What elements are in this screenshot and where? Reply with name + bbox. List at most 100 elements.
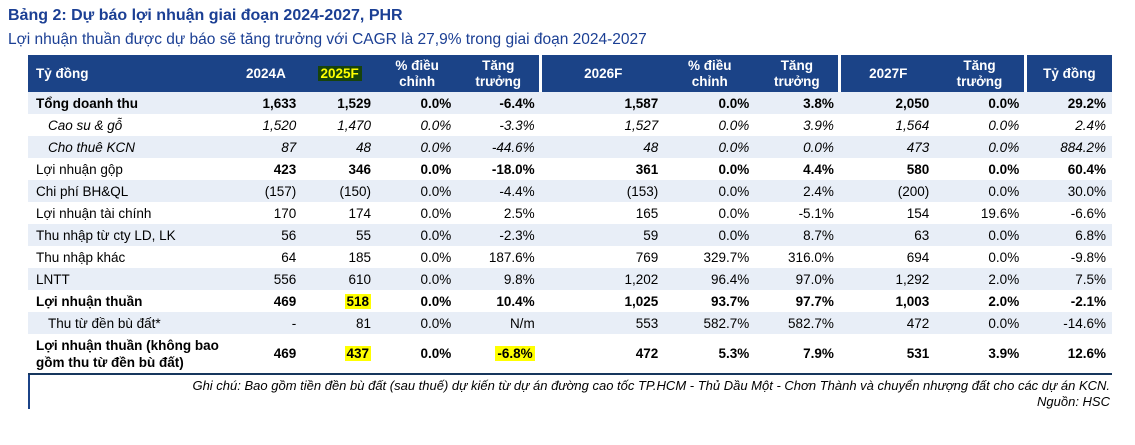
row-label: Tổng doanh thu <box>36 95 138 111</box>
cell: 0.0% <box>718 183 750 199</box>
cell: 0.0% <box>420 205 452 221</box>
cell: 0.0% <box>988 117 1020 133</box>
cell: 93.7% <box>711 293 750 309</box>
cell: 0.0% <box>718 161 750 177</box>
cell: 531 <box>839 334 936 376</box>
cell: 2.4% <box>803 183 834 199</box>
cell: 1,470 <box>337 117 372 133</box>
cell: 154 <box>906 205 930 221</box>
cell: 0.0% <box>420 271 452 287</box>
cell: 87 <box>281 139 297 155</box>
cell: 4.4% <box>803 161 834 177</box>
cell: 60.4% <box>1067 161 1106 177</box>
table-header-row: Tỷ đồng 2024A 2025F % điều chỉnh Tăng trưởng… <box>28 55 1112 93</box>
cell: 0.0% <box>718 95 750 111</box>
cell: 7.9% <box>755 334 840 376</box>
forecast-table: Tỷ đồng 2024A 2025F % điều chỉnh Tăng trưởng… <box>28 55 1112 376</box>
cell: 518 <box>302 290 377 312</box>
column-header: 2024A <box>229 55 303 93</box>
cell: -3.3% <box>499 117 535 133</box>
cell: 556 <box>273 271 297 287</box>
row-label: Lợi nhuận thuần (không bao gồm thu từ đề… <box>28 334 230 376</box>
column-header: Tăng trưởng <box>935 55 1026 93</box>
row-label: Lợi nhuận tài chính <box>36 205 152 221</box>
cell: 469 <box>229 334 303 376</box>
cell: 48 <box>643 139 659 155</box>
cell: 1,633 <box>262 95 297 111</box>
cell: 0.0% <box>988 249 1020 265</box>
cell: 174 <box>348 205 372 221</box>
cell: 7.5% <box>1075 271 1106 287</box>
cell: 97.7% <box>795 293 834 309</box>
cell: 2.0% <box>988 271 1020 287</box>
cell: 884.2% <box>1060 139 1106 155</box>
cell: 0.0% <box>420 315 452 331</box>
cell: 56 <box>281 227 297 243</box>
cell: -6.4% <box>499 95 535 111</box>
cell: 64 <box>281 249 297 265</box>
cell: 3.8% <box>803 95 834 111</box>
cell: 346 <box>348 161 372 177</box>
page-title: Bảng 2: Dự báo lợi nhuận giai đoạn 2024-… <box>8 7 403 24</box>
cell: 0.0% <box>420 117 452 133</box>
cell: -4.4% <box>499 183 535 199</box>
cell: 0.0% <box>988 161 1020 177</box>
row-label: Thu nhập khác <box>36 249 126 265</box>
cell: (153) <box>626 183 659 199</box>
column-header: Tỷ đồng <box>28 55 230 93</box>
cell: 0.0% <box>988 95 1020 111</box>
cell: 8.7% <box>803 227 834 243</box>
column-header: Tăng trưởng <box>755 55 840 93</box>
cell: 0.0% <box>803 139 834 155</box>
cell: 0.0% <box>420 227 452 243</box>
cell: (150) <box>339 183 372 199</box>
table-source: Nguồn: HSC <box>1037 394 1110 410</box>
cell: 0.0% <box>718 205 750 221</box>
highlighted-value: -6.8% <box>495 346 535 362</box>
cell: 329.7% <box>703 249 750 265</box>
cell: 469 <box>273 293 297 309</box>
cell: 1,025 <box>624 293 659 309</box>
table-footnote: Ghi chú: Bao gồm tiền đền bù đất (sau th… <box>192 378 1110 394</box>
cell: 187.6% <box>488 249 535 265</box>
row-label: LNTT <box>36 271 70 287</box>
cell: 170 <box>273 205 297 221</box>
cell: 0.0% <box>988 227 1020 243</box>
highlighted-value: 437 <box>344 346 372 362</box>
cell: 10.4% <box>496 293 535 309</box>
cell: 472 <box>906 315 930 331</box>
cell: 12.6% <box>1025 334 1112 376</box>
cell: 553 <box>635 315 659 331</box>
header-highlight: 2025F <box>317 65 362 81</box>
column-header: 2026F <box>539 55 665 93</box>
cell: 316.0% <box>788 249 834 265</box>
cell: 472 <box>540 334 665 376</box>
cell: 610 <box>348 271 372 287</box>
cell: 55 <box>356 227 372 243</box>
cell: -5.1% <box>798 205 834 221</box>
table-row: Lợi nhuận thuần 469 518 0.0% 10.4% 1,025 93.7%… <box>28 290 1112 312</box>
column-header-highlighted: 2025F <box>302 55 378 93</box>
cell: 63 <box>914 227 930 243</box>
cell: 580 <box>906 161 930 177</box>
cell: 1,527 <box>624 117 659 133</box>
row-label: Thu nhập từ cty LD, LK <box>36 227 176 243</box>
cell: 96.4% <box>711 271 750 287</box>
cell: (200) <box>897 183 930 199</box>
column-header: % điều chỉnh <box>377 55 458 93</box>
cell: 30.0% <box>1067 183 1106 199</box>
row-label: Lợi nhuận thuần <box>36 293 143 309</box>
row-label: Cho thuê KCN <box>48 139 136 155</box>
highlighted-value: 518 <box>344 293 372 309</box>
cell: -2.3% <box>499 227 535 243</box>
cell: 769 <box>635 249 659 265</box>
cell: 0.0% <box>718 117 750 133</box>
cell: -44.6% <box>491 139 535 155</box>
table-row: Chi phí BH&QL (157) (150) 0.0% -4.4% (153) 0.0… <box>28 180 1112 203</box>
cell: -18.0% <box>491 161 535 177</box>
page-subtitle: Lợi nhuận thuần được dự báo sẽ tăng trưở… <box>8 31 647 48</box>
cell: 19.6% <box>980 205 1020 221</box>
cell: (157) <box>264 183 297 199</box>
cell: 582.7% <box>703 315 750 331</box>
cell: 0.0% <box>377 334 458 376</box>
